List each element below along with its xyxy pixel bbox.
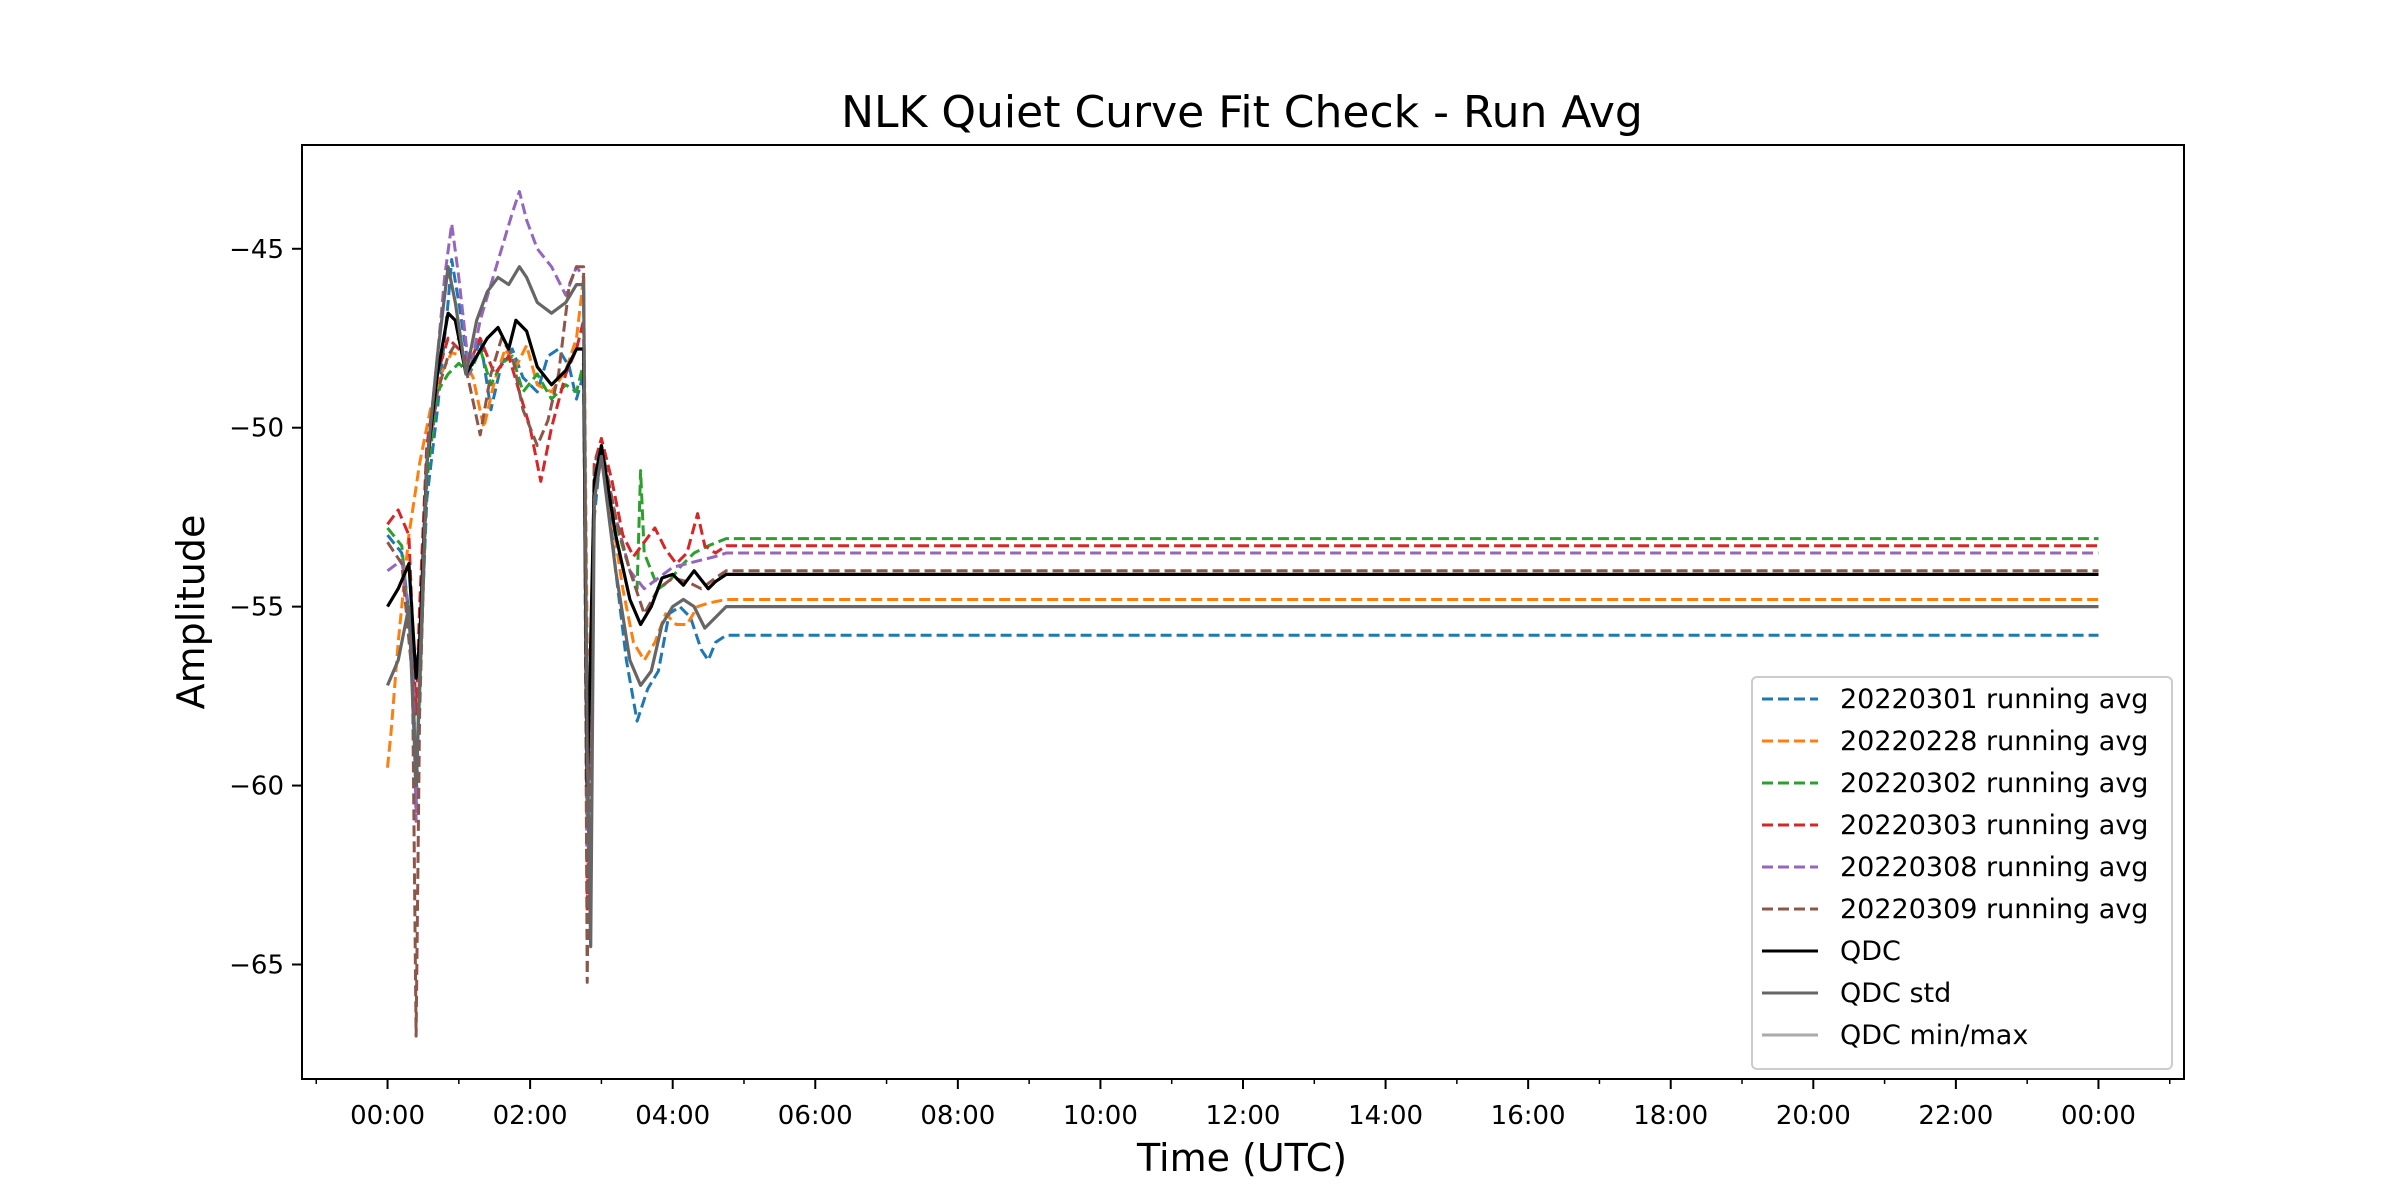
- x-tick-label: 18:00: [1633, 1101, 1708, 1131]
- x-tick-label: 16:00: [1491, 1101, 1566, 1131]
- x-tick-label: 22:00: [1918, 1101, 1993, 1131]
- x-tick-label: 00:00: [350, 1101, 425, 1131]
- y-tick-label: −55: [229, 593, 284, 623]
- legend-label-2: 20220302 running avg: [1840, 768, 2148, 799]
- x-tick-label: 06:00: [778, 1101, 853, 1131]
- legend-label-8: QDC min/max: [1840, 1020, 2028, 1051]
- x-axis-ticks: 00:00 02:00 04:00 06:00 08:00 10:00 12:00 14:00…: [315, 1079, 2171, 1131]
- y-axis-label: Amplitude: [169, 515, 213, 710]
- legend-label-6: QDC: [1840, 936, 1901, 967]
- x-tick-label: 08:00: [920, 1101, 995, 1131]
- y-axis-ticks: −45 −50 −55 −60 −65: [229, 235, 302, 980]
- legend-label-3: 20220303 running avg: [1840, 810, 2148, 841]
- legend-label-5: 20220309 running avg: [1840, 894, 2148, 925]
- legend-box: [1751, 676, 2173, 1070]
- plot-lines: [386, 190, 2099, 1038]
- legend-label-7: QDC std: [1840, 978, 1951, 1009]
- y-tick-label: −60: [229, 772, 284, 802]
- x-tick-label: 00:00: [2061, 1101, 2136, 1131]
- series-line-7: [386, 265, 2099, 949]
- x-tick-label: 04:00: [635, 1101, 710, 1131]
- x-tick-label: 02:00: [493, 1101, 568, 1131]
- y-tick-label: −65: [229, 950, 284, 980]
- series-line-6: [386, 311, 2099, 788]
- x-tick-label: 12:00: [1206, 1101, 1281, 1131]
- legend-label-0: 20220301 running avg: [1840, 684, 2148, 715]
- x-tick-label: 10:00: [1063, 1101, 1138, 1131]
- x-axis-label: Time (UTC): [1136, 1136, 1347, 1180]
- legend: 20220301 running avg 20220228 running avg…: [1751, 676, 2173, 1070]
- y-tick-label: −45: [229, 235, 284, 265]
- y-tick-label: −50: [229, 414, 284, 444]
- series-line-5: [386, 265, 2099, 1038]
- x-tick-label: 20:00: [1776, 1101, 1851, 1131]
- x-tick-label: 14:00: [1348, 1101, 1423, 1131]
- legend-label-1: 20220228 running avg: [1840, 726, 2148, 757]
- chart-title: NLK Quiet Curve Fit Check - Run Avg: [841, 87, 1643, 138]
- legend-label-4: 20220308 running avg: [1840, 852, 2148, 883]
